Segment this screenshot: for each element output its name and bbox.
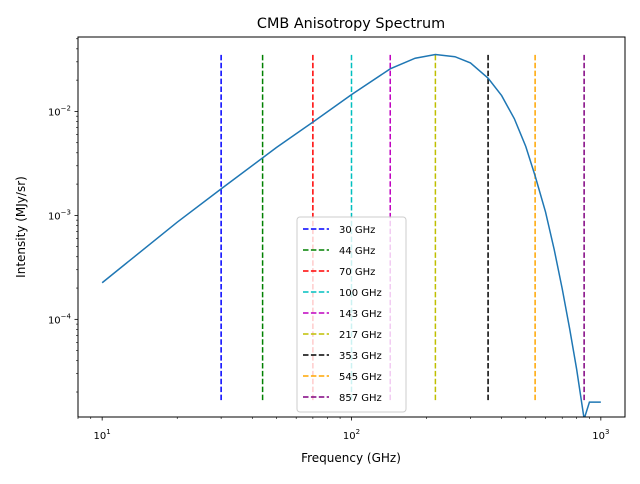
legend-label-545-ghz: 545 GHz xyxy=(339,372,382,383)
spectrum-line xyxy=(101,53,601,417)
y-tick-label: 10−2 xyxy=(48,104,71,118)
legend-label-143-ghz: 143 GHz xyxy=(339,309,382,320)
legend-label-100-ghz: 100 GHz xyxy=(339,288,382,299)
legend-label-217-ghz: 217 GHz xyxy=(339,330,382,341)
legend-label-353-ghz: 353 GHz xyxy=(339,351,382,362)
legend-label-30-ghz: 30 GHz xyxy=(339,225,375,236)
x-tick-label: 102 xyxy=(343,428,360,442)
y-tick-label: 10−3 xyxy=(48,208,71,222)
y-tick-label: 10−4 xyxy=(48,312,72,326)
legend: 30 GHz 44 GHz 70 GHz 100 GHz 143 GHz 217 GHz 3… xyxy=(296,216,407,413)
legend-label-70-ghz: 70 GHz xyxy=(339,267,375,278)
legend-label-44-ghz: 44 GHz xyxy=(339,246,375,257)
legend-box xyxy=(296,216,407,413)
axis-ticks: 101 102 103 10−4 10−3 10−2 xyxy=(48,38,609,442)
y-axis-label: Intensity (MJy/sr) xyxy=(14,176,28,278)
legend-label-857-ghz: 857 GHz xyxy=(339,393,382,404)
x-tick-label: 103 xyxy=(592,428,609,442)
chart-title: CMB Anisotropy Spectrum xyxy=(257,16,445,32)
x-tick-label: 101 xyxy=(94,428,111,442)
x-axis-label: Frequency (GHz) xyxy=(301,451,401,465)
